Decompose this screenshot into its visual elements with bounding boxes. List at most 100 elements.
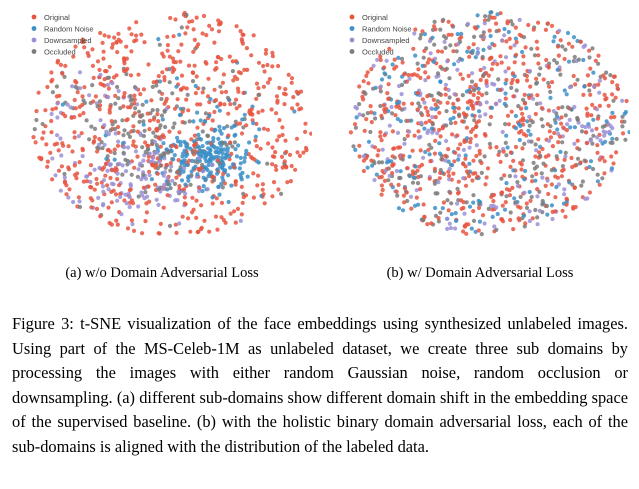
point-occluded xyxy=(179,25,184,30)
point-occluded xyxy=(212,178,217,183)
point-original xyxy=(611,161,616,166)
point-random-noise xyxy=(220,155,225,160)
point-original xyxy=(404,190,409,195)
point-occluded xyxy=(203,111,208,116)
point-occluded xyxy=(97,99,103,104)
point-original xyxy=(273,150,278,155)
point-occluded xyxy=(513,200,518,205)
point-random-noise xyxy=(215,171,220,176)
point-original xyxy=(309,131,312,136)
point-occluded xyxy=(444,66,449,71)
point-random-noise xyxy=(104,156,109,161)
point-random-noise xyxy=(229,183,234,188)
point-original xyxy=(469,99,474,104)
point-occluded xyxy=(224,142,229,148)
point-random-noise xyxy=(171,157,176,162)
point-downsampled xyxy=(102,142,107,147)
point-original xyxy=(91,99,96,104)
point-original xyxy=(558,38,563,43)
point-occluded xyxy=(447,76,452,81)
point-original xyxy=(102,77,107,82)
legend-label-random-noise: Random Noise xyxy=(44,24,94,33)
point-original xyxy=(440,124,446,129)
point-random-noise xyxy=(175,135,180,140)
point-occluded xyxy=(432,19,437,24)
point-original xyxy=(366,81,371,86)
point-downsampled xyxy=(378,84,383,89)
point-occluded xyxy=(436,219,441,224)
point-original xyxy=(194,198,199,203)
point-occluded xyxy=(416,101,421,106)
point-occluded xyxy=(402,137,407,142)
point-occluded xyxy=(279,191,284,196)
point-original xyxy=(249,107,254,112)
point-original xyxy=(443,86,448,91)
point-original xyxy=(468,136,473,141)
point-downsampled xyxy=(527,114,532,119)
point-random-noise xyxy=(437,151,443,156)
point-downsampled xyxy=(563,154,568,159)
point-original xyxy=(251,171,256,176)
point-original xyxy=(41,130,46,135)
point-random-noise xyxy=(212,145,218,150)
point-random-noise xyxy=(476,86,481,91)
point-occluded xyxy=(34,117,39,123)
point-original xyxy=(139,32,144,37)
point-original xyxy=(546,108,551,113)
point-original xyxy=(256,110,261,115)
point-occluded xyxy=(481,30,486,35)
point-occluded xyxy=(380,160,385,165)
point-occluded xyxy=(386,178,391,183)
point-original xyxy=(107,64,112,69)
point-original xyxy=(177,184,182,189)
point-occluded xyxy=(611,98,616,103)
point-random-noise xyxy=(564,92,569,97)
point-original xyxy=(270,194,275,199)
point-original xyxy=(362,128,367,133)
point-random-noise xyxy=(412,175,417,180)
point-random-noise xyxy=(226,173,231,178)
point-original xyxy=(283,87,288,92)
point-random-noise xyxy=(523,168,528,174)
point-downsampled xyxy=(395,130,401,135)
point-random-noise xyxy=(157,79,163,84)
point-random-noise xyxy=(522,177,527,182)
point-downsampled xyxy=(106,95,111,100)
point-random-noise xyxy=(440,206,445,211)
point-random-noise xyxy=(206,162,211,168)
point-occluded xyxy=(225,124,230,129)
point-original xyxy=(511,94,516,99)
point-original xyxy=(81,179,86,184)
point-occluded xyxy=(540,202,545,207)
point-downsampled xyxy=(130,222,135,227)
point-original xyxy=(303,121,308,126)
point-original xyxy=(378,57,383,63)
point-original xyxy=(167,54,172,59)
point-original xyxy=(510,185,515,190)
point-random-noise xyxy=(422,32,427,37)
point-occluded xyxy=(620,124,625,129)
point-occluded xyxy=(460,93,465,98)
point-original xyxy=(609,115,614,120)
point-original xyxy=(54,94,60,99)
point-random-noise xyxy=(222,147,227,152)
point-downsampled xyxy=(492,224,497,229)
point-downsampled xyxy=(170,178,175,183)
point-downsampled xyxy=(124,201,129,206)
point-random-noise xyxy=(174,84,179,89)
point-original xyxy=(361,168,366,174)
point-occluded xyxy=(142,128,147,133)
point-original xyxy=(144,210,149,215)
point-original xyxy=(486,73,491,78)
point-original xyxy=(427,118,432,123)
point-original xyxy=(233,59,239,64)
point-original xyxy=(145,111,150,116)
point-original xyxy=(473,124,479,130)
point-original xyxy=(245,67,250,72)
point-original xyxy=(154,79,159,84)
point-downsampled xyxy=(127,204,132,210)
point-downsampled xyxy=(70,84,75,89)
point-original xyxy=(553,209,558,214)
point-original xyxy=(132,101,137,106)
point-original xyxy=(77,160,82,165)
